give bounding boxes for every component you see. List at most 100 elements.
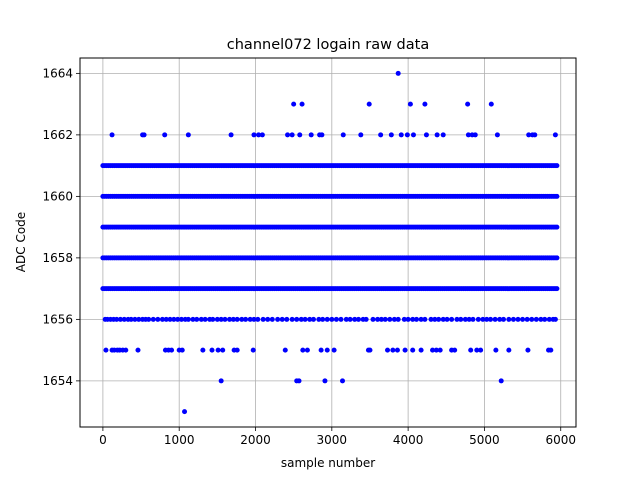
data-point [524,316,530,322]
data-point [234,347,240,353]
data-point [378,132,384,138]
data-point [440,316,446,322]
data-point [402,347,408,353]
data-point [300,347,306,353]
data-point [259,132,265,138]
data-point [410,132,416,138]
x-tick-label: 1000 [164,433,195,447]
data-point [171,316,177,322]
data-point [410,316,416,322]
data-point [182,409,188,415]
data-point [375,316,381,322]
y-tick-label: 1654 [42,374,73,388]
data-point [554,193,560,199]
data-point [352,316,358,322]
y-tick-label: 1664 [42,66,73,80]
data-point [432,316,438,322]
data-point [198,316,204,322]
data-point [506,316,512,322]
data-point [136,316,142,322]
data-point [388,132,394,138]
data-point [294,316,300,322]
data-point [114,316,120,322]
data-point [433,347,439,353]
y-tick-label: 1656 [42,312,73,326]
data-point [394,347,400,353]
data-point [279,316,285,322]
data-point [533,316,539,322]
data-point [194,316,200,322]
data-point [493,347,499,353]
data-point [215,347,221,353]
data-point [501,316,507,322]
data-point [488,316,494,322]
data-point [230,316,236,322]
plot-frame [79,57,577,428]
data-point [422,101,428,107]
data-point [297,132,303,138]
y-axis-label: ADC Code [14,212,28,272]
data-point [132,316,138,322]
x-tick-label: 4000 [393,433,424,447]
data-point [497,316,503,322]
data-point [506,347,512,353]
data-point [239,316,245,322]
data-point [520,316,526,322]
data-point [167,316,173,322]
data-point [340,378,345,384]
data-point [175,316,181,322]
data-point [546,316,552,322]
data-point [178,316,184,322]
y-tick-label: 1662 [42,128,73,142]
data-point [289,316,295,322]
y-tick-label: 1658 [42,251,73,265]
data-point [395,316,401,322]
data-point [494,132,500,138]
data-point [141,132,147,138]
data-point [307,316,313,322]
data-point [422,316,428,322]
data-point [228,132,234,138]
data-point [162,132,168,138]
data-point [532,132,538,138]
data-point [265,316,271,322]
x-tick-label: 3000 [317,433,348,447]
data-point [331,347,337,353]
data-point [159,316,165,322]
data-point [222,316,228,322]
data-point [398,132,404,138]
y-tick-label: 1660 [42,189,73,203]
data-point [169,347,175,353]
data-point [284,316,290,322]
data-point [190,316,196,322]
data-point [478,347,484,353]
data-point [218,378,224,384]
data-point [285,132,291,138]
data-point [480,316,486,322]
data-point [378,316,384,322]
data-point [340,132,346,138]
data-point [554,163,560,169]
data-point [470,316,476,322]
data-point [472,132,478,138]
data-point [525,347,531,353]
data-point [418,347,424,353]
data-point [275,316,281,322]
data-point [296,378,302,384]
data-point [318,347,324,353]
data-point [437,347,443,353]
data-point [319,132,325,138]
x-axis-ticks: 0 1000 2000 3000 4000 5000 6000 [99,427,576,447]
data-point [251,132,257,138]
data-point [542,316,548,322]
data-point [526,132,532,138]
data-point [436,316,442,322]
data-point [324,347,330,353]
data-point [123,347,129,353]
data-point [298,316,304,322]
data-point [247,316,253,322]
y-axis-ticks: 1654 1656 1658 1660 1662 1664 [42,66,80,388]
data-point [220,347,226,353]
data-point [185,316,191,322]
